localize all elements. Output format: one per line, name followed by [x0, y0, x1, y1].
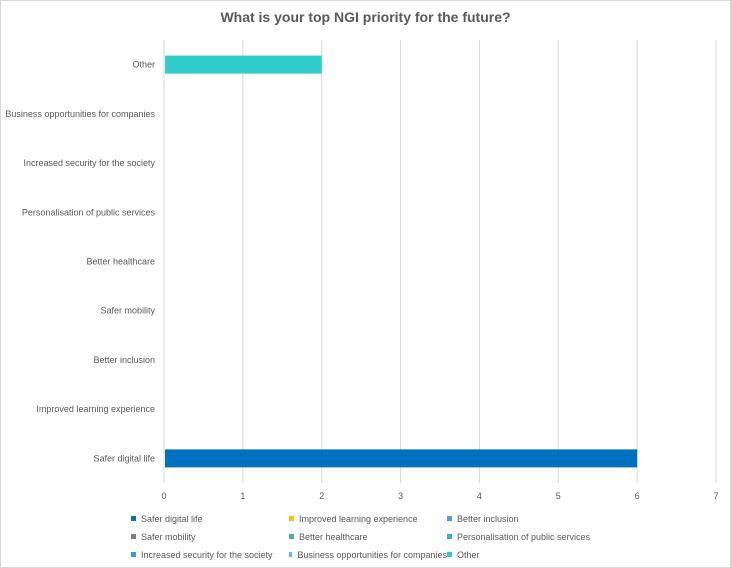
legend-label: Other	[457, 549, 480, 560]
category-label-safer-mobility: Safer mobility	[100, 306, 155, 316]
legend-item-increased-security-for-the-society: Increased security for the society	[131, 547, 289, 562]
bar-safer-digital-life	[165, 449, 638, 468]
legend-label: Better inclusion	[457, 513, 519, 524]
legend-item-business-opportunities-for-companies: Business opportunities for companies	[289, 547, 447, 562]
chart-title: What is your top NGI priority for the fu…	[220, 9, 511, 25]
legend-swatch	[289, 534, 294, 539]
legend-item-safer-digital-life: Safer digital life	[131, 511, 289, 526]
legend-item-better-healthcare: Better healthcare	[289, 529, 447, 544]
legend-item-personalisation-of-public-services: Personalisation of public services	[447, 529, 647, 544]
legend-item-improved-learning-experience: Improved learning experience	[289, 511, 447, 526]
legend-swatch	[447, 516, 452, 521]
legend-label: Business opportunities for companies	[297, 549, 447, 560]
x-tick-label-7: 7	[713, 491, 718, 501]
x-tick-label-1: 1	[240, 491, 245, 501]
legend-swatch	[131, 516, 136, 521]
x-tick-label-0: 0	[161, 491, 166, 501]
legend-swatch	[447, 534, 452, 539]
legend-label: Safer mobility	[141, 531, 196, 542]
legend-label: Safer digital life	[141, 513, 203, 524]
category-label-better-healthcare: Better healthcare	[86, 257, 155, 267]
legend-swatch	[447, 552, 452, 557]
category-label-safer-digital-life: Safer digital life	[93, 453, 155, 463]
legend-label: Better healthcare	[299, 531, 368, 542]
x-tick-label-5: 5	[556, 491, 561, 501]
category-label-improved-learning-experience: Improved learning experience	[36, 404, 155, 414]
legend-label: Increased security for the society	[141, 549, 273, 560]
legend-swatch	[131, 534, 136, 539]
legend-item-other: Other	[447, 547, 647, 562]
legend-label: Personalisation of public services	[457, 531, 591, 542]
legend-swatch	[289, 552, 293, 557]
legend-swatch	[289, 516, 294, 521]
x-tick-label-2: 2	[319, 491, 324, 501]
legend-label: Improved learning experience	[299, 513, 418, 524]
category-label-personalisation-of-public-services: Personalisation of public services	[22, 207, 156, 217]
chart-legend: Safer digital life Improved learning expe…	[131, 511, 731, 562]
legend-swatch	[131, 552, 136, 557]
legend-item-safer-mobility: Safer mobility	[131, 529, 289, 544]
category-label-other: Other	[132, 60, 155, 70]
category-label-increased-security-for-the-society: Increased security for the society	[23, 158, 155, 168]
x-tick-label-6: 6	[635, 491, 640, 501]
legend-item-better-inclusion: Better inclusion	[447, 511, 647, 526]
x-tick-label-4: 4	[477, 491, 482, 501]
category-label-better-inclusion: Better inclusion	[93, 355, 155, 365]
bar-other	[165, 55, 322, 74]
category-label-business-opportunities-for-companies: Business opportunities for companies	[5, 109, 155, 119]
x-tick-label-3: 3	[398, 491, 403, 501]
